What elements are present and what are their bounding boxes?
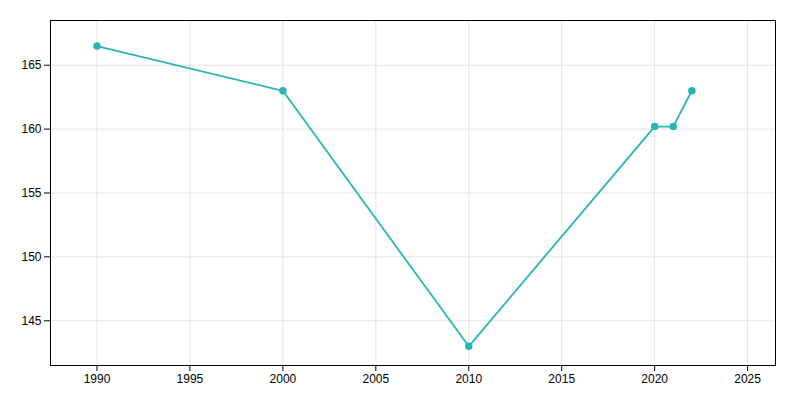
svg-text:2010: 2010	[455, 372, 482, 386]
svg-text:150: 150	[21, 250, 41, 264]
svg-text:160: 160	[21, 122, 41, 136]
svg-text:2020: 2020	[641, 372, 668, 386]
svg-text:1995: 1995	[177, 372, 204, 386]
svg-text:2025: 2025	[734, 372, 761, 386]
svg-text:2005: 2005	[362, 372, 389, 386]
svg-text:2000: 2000	[270, 372, 297, 386]
svg-text:145: 145	[21, 314, 41, 328]
svg-text:165: 165	[21, 58, 41, 72]
svg-text:155: 155	[21, 186, 41, 200]
svg-text:2015: 2015	[548, 372, 575, 386]
svg-text:1990: 1990	[84, 372, 111, 386]
